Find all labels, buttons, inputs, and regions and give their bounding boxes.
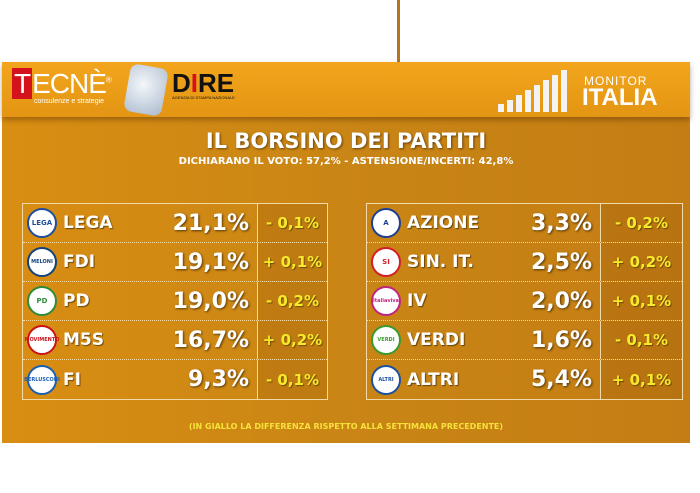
party-percentage: 16,7%	[172, 327, 249, 353]
party-row: SI SIN. IT. 2,5% + 0,2%	[367, 243, 682, 282]
poll-graphic: TECNÈ® consulenze e strategie DIRE AGENZIA…	[2, 62, 690, 443]
party-name: AZIONE	[407, 213, 480, 233]
footer-note: (IN GIALLO LA DIFFERENZA RISPETTO ALLA S…	[188, 422, 504, 431]
party-percentage: 19,0%	[172, 288, 249, 314]
party-difference: - 0,2%	[257, 282, 327, 320]
monitor-label: MONITOR	[584, 74, 648, 88]
party-row: LEGA LEGA 21,1% - 0,1%	[23, 204, 327, 243]
party-logo-icon: MOVIMENTO	[24, 325, 60, 355]
dire-logo: DIRE AGENZIA DI STAMPA NAZIONALE	[172, 68, 235, 100]
party-logo-icon: LEGA	[27, 208, 57, 238]
party-percentage: 21,1%	[172, 210, 249, 236]
party-name: M5S	[63, 330, 104, 350]
party-logo-icon: A	[371, 208, 401, 238]
subtitle: DICHIARANO IL VOTO: 57,2% - ASTENSIONE/I…	[178, 156, 514, 167]
left-table: LEGA LEGA 21,1% - 0,1% MELONI FDI 19,1% +…	[22, 203, 328, 400]
party-difference: - 0,1%	[257, 360, 327, 399]
party-logo-icon: PD	[27, 286, 57, 316]
party-logo-icon: ALTRI	[371, 364, 401, 395]
party-logo-icon: SI	[371, 247, 401, 277]
header-band: TECNÈ® consulenze e strategie DIRE AGENZIA…	[2, 62, 690, 117]
party-name: ALTRI	[407, 369, 460, 390]
party-percentage: 2,5%	[530, 249, 592, 275]
party-difference: + 0,2%	[600, 243, 682, 281]
party-percentage: 1,6%	[530, 327, 592, 353]
party-name: IV	[407, 291, 427, 311]
party-name: PD	[63, 291, 90, 311]
party-percentage: 19,1%	[172, 249, 249, 275]
party-percentage: 2,0%	[530, 288, 592, 314]
party-percentage: 5,4%	[530, 367, 592, 392]
party-difference: - 0,1%	[600, 321, 682, 359]
party-difference: + 0,1%	[257, 243, 327, 281]
tecne-logo: TECNÈ® consulenze e strategie	[12, 68, 112, 105]
divider-line	[397, 0, 400, 62]
party-logo-icon: MELONI	[27, 247, 57, 277]
party-row: MOVIMENTO M5S 16,7% + 0,2%	[23, 321, 327, 360]
right-table: A AZIONE 3,3% - 0,2% SI SIN. IT. 2,5% + 0…	[366, 203, 683, 400]
party-difference: - 0,2%	[600, 204, 682, 242]
party-name: FDI	[63, 252, 96, 272]
party-row: italiaviva IV 2,0% + 0,1%	[367, 282, 682, 321]
party-row: A AZIONE 3,3% - 0,2%	[367, 204, 682, 243]
party-row: PD PD 19,0% - 0,2%	[23, 282, 327, 321]
party-logo-icon: italiaviva	[371, 286, 401, 316]
italia-label: ITALIA	[582, 84, 658, 111]
party-name: LEGA	[63, 213, 113, 233]
party-row: BERLUSCONI FI 9,3% - 0,1%	[23, 360, 327, 399]
party-difference: + 0,1%	[600, 282, 682, 320]
party-difference: + 0,1%	[600, 360, 682, 399]
party-difference: - 0,1%	[257, 204, 327, 242]
party-name: FI	[63, 369, 81, 390]
party-name: VERDI	[407, 330, 466, 350]
party-row: VERDI VERDI 1,6% - 0,1%	[367, 321, 682, 360]
party-name: SIN. IT.	[407, 252, 474, 272]
party-logo-icon: VERDI	[371, 325, 401, 355]
party-row: ALTRI ALTRI 5,4% + 0,1%	[367, 360, 682, 399]
bar-chart-icon	[498, 70, 567, 112]
party-logo-icon: BERLUSCONI	[24, 364, 60, 395]
party-percentage: 3,3%	[530, 210, 592, 236]
party-percentage: 9,3%	[187, 367, 249, 392]
party-row: MELONI FDI 19,1% + 0,1%	[23, 243, 327, 282]
page-title: IL BORSINO DEI PARTITI	[205, 129, 487, 153]
party-difference: + 0,2%	[257, 321, 327, 359]
cube-logo-icon	[123, 63, 169, 117]
